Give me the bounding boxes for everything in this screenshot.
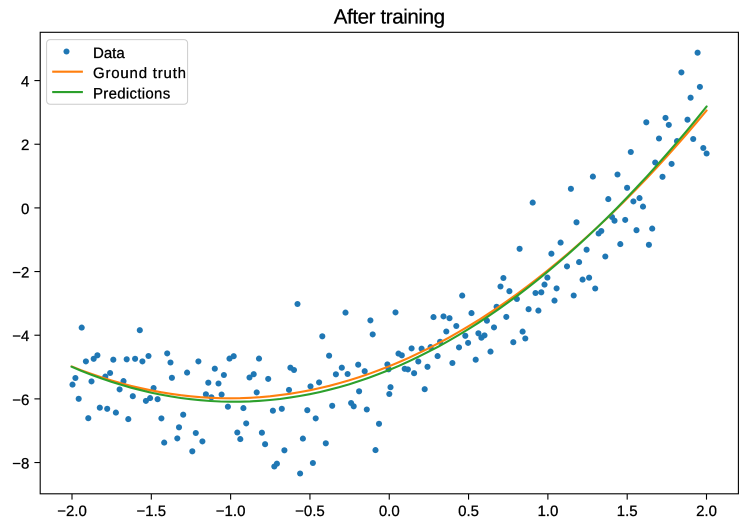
svg-text:Ground truth: Ground truth [93,65,187,82]
svg-text:0.0: 0.0 [379,503,400,520]
svg-text:1.5: 1.5 [617,503,638,520]
svg-text:After training: After training [334,6,445,29]
svg-text:4: 4 [21,73,29,90]
svg-text:1.0: 1.0 [537,503,558,520]
svg-text:2: 2 [21,137,29,154]
svg-text:−6: −6 [12,392,29,409]
svg-text:−2.0: −2.0 [57,503,87,520]
svg-text:−1.5: −1.5 [136,503,166,520]
svg-text:2.0: 2.0 [696,503,717,520]
svg-text:−0.5: −0.5 [295,503,325,520]
svg-text:Predictions: Predictions [93,86,171,103]
svg-text:0: 0 [21,201,29,218]
svg-text:−4: −4 [12,328,29,345]
svg-text:−1.0: −1.0 [216,503,246,520]
svg-text:−2: −2 [12,264,29,281]
svg-text:−8: −8 [12,455,29,472]
svg-text:Data: Data [93,45,125,62]
svg-text:0.5: 0.5 [458,503,479,520]
